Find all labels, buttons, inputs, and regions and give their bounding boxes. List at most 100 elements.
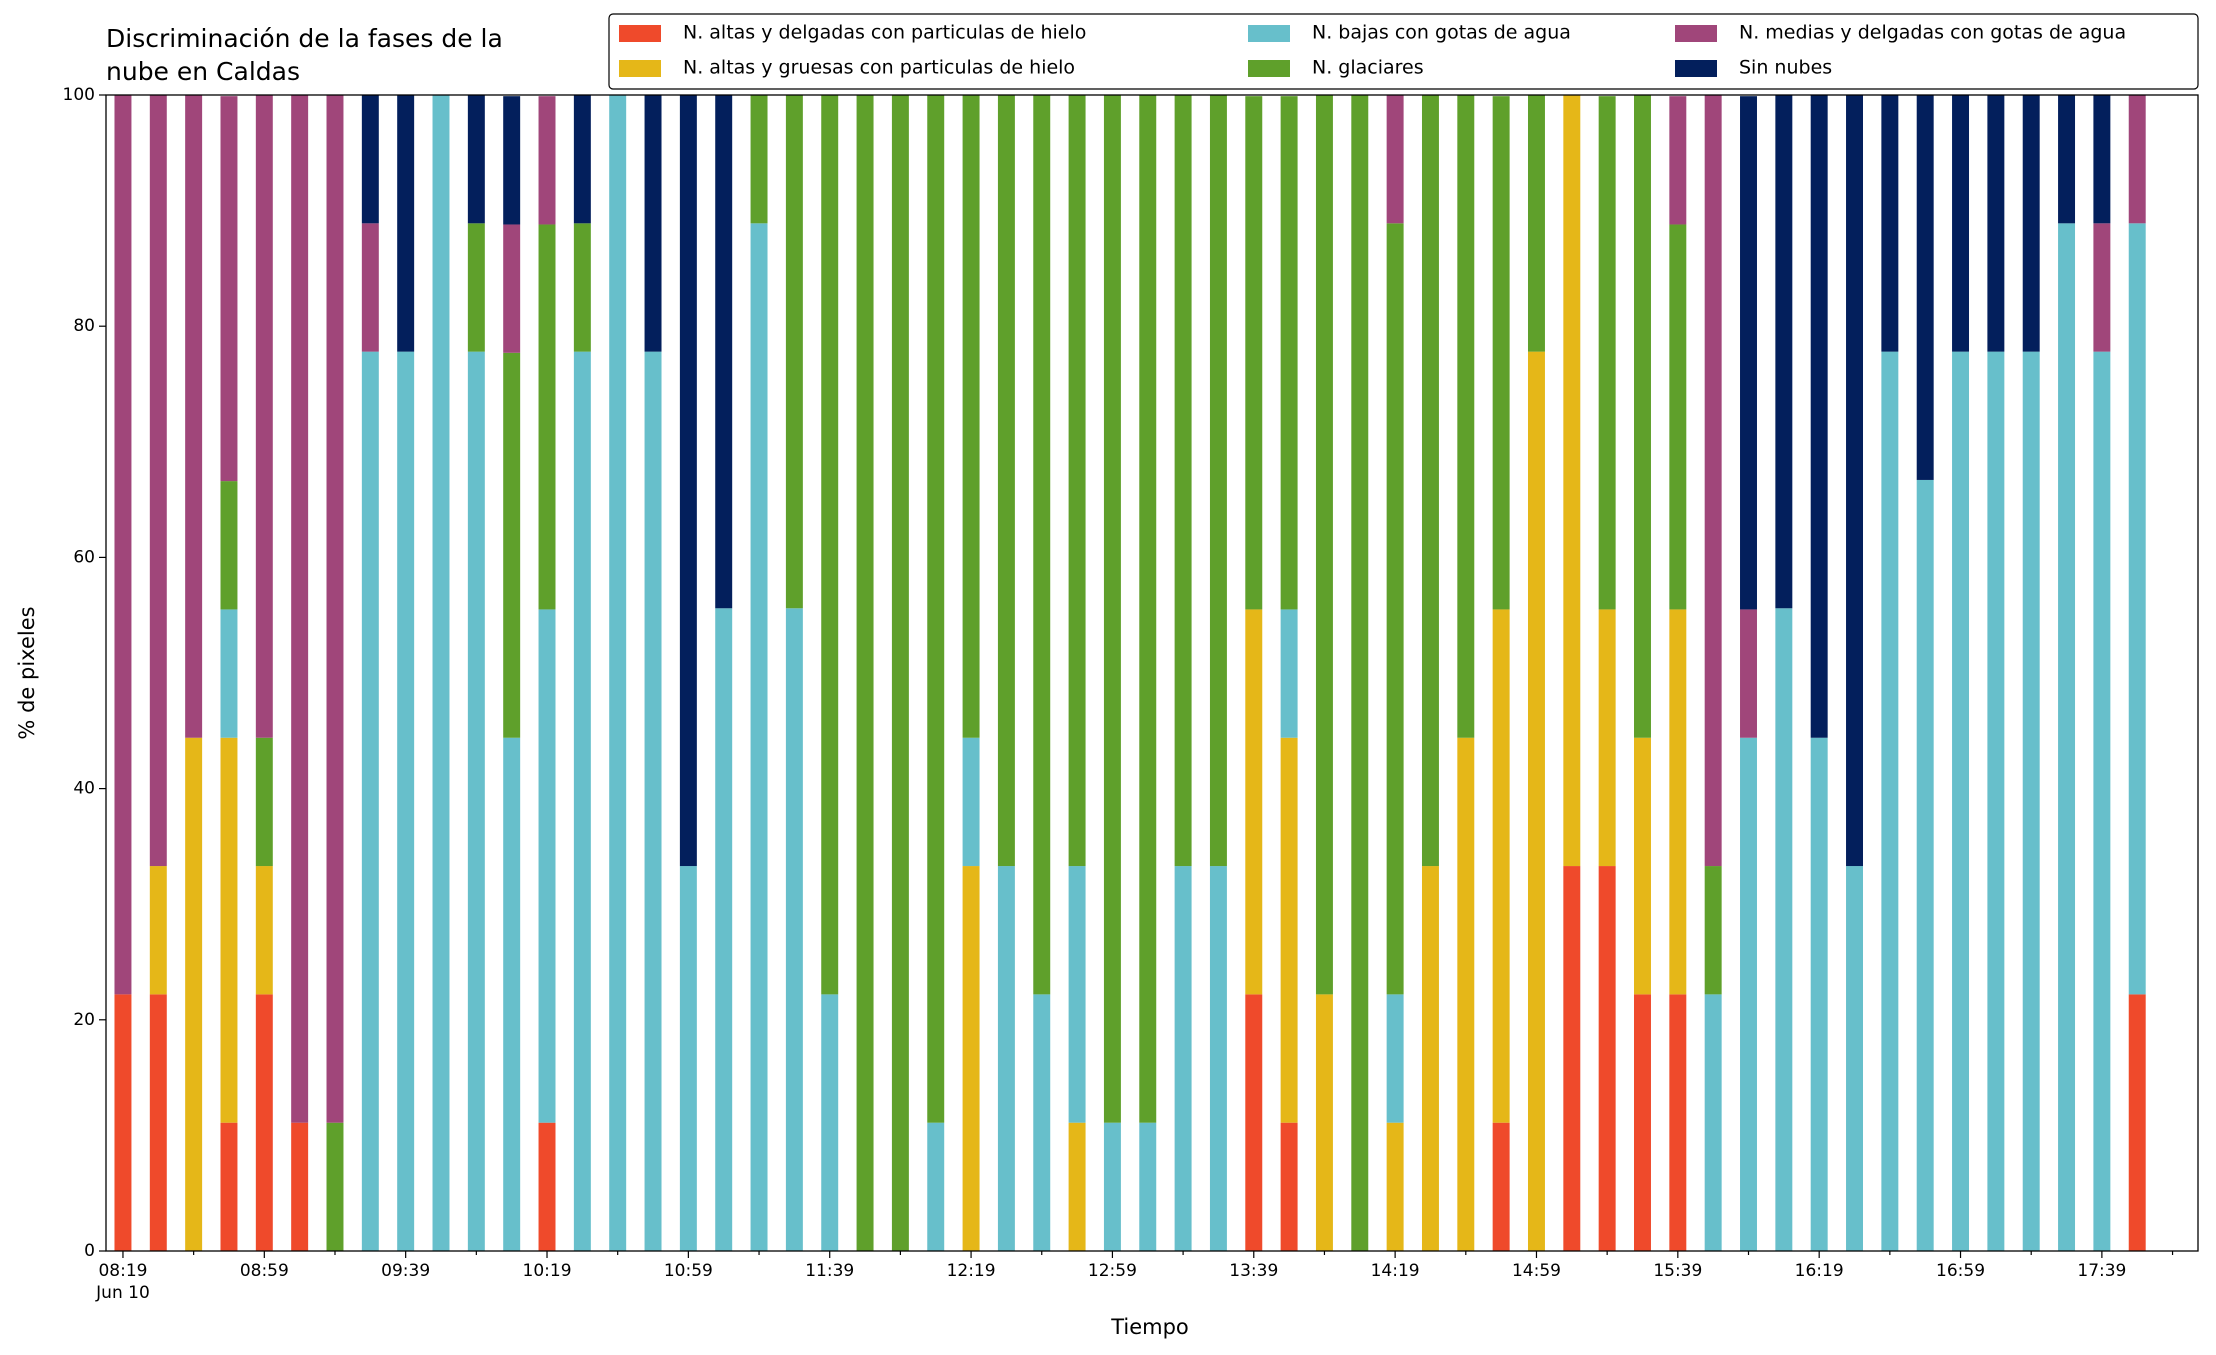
bar-segment: [220, 737, 238, 1123]
bar-segment: [785, 95, 803, 609]
bar-segment: [2022, 351, 2040, 1252]
bar-segment: [1386, 994, 1404, 1123]
legend-swatch: [619, 60, 661, 77]
bar-segment: [1492, 609, 1510, 1123]
bar-segment: [1740, 609, 1757, 738]
bar-segment: [679, 866, 697, 1251]
chart-title: Discriminación de la fases de la nube en …: [106, 24, 503, 86]
bar-segment: [2093, 351, 2111, 1252]
bar-segment: [997, 866, 1015, 1251]
bar-segment: [538, 96, 556, 225]
legend-label: N. altas y delgadas con particulas de hi…: [683, 22, 1086, 44]
bar-segment: [2128, 95, 2146, 224]
bar-segment: [856, 95, 874, 1251]
x-tick-label: 14:19: [1371, 1261, 1420, 1281]
bar-segment: [1775, 95, 1793, 609]
legend-swatch: [1248, 60, 1290, 77]
bar-segment: [220, 1122, 238, 1251]
bar-segment: [715, 608, 733, 1251]
bar-segment: [503, 96, 521, 225]
bar-segment: [1740, 96, 1757, 610]
bar-segment: [149, 95, 167, 867]
bar-segment: [1881, 95, 1899, 352]
bar-segment: [1810, 95, 1828, 738]
bar-segment: [679, 95, 697, 867]
bar-segment: [1775, 608, 1793, 1251]
bar-segment: [1492, 96, 1510, 610]
bar-segment: [1916, 479, 1934, 1251]
bar-segment: [1704, 994, 1722, 1251]
bar-segment: [538, 609, 556, 1123]
bar-segment: [1457, 737, 1475, 1251]
bar-segment: [1881, 351, 1899, 1252]
bar-segment: [1704, 866, 1722, 995]
bar-segment: [821, 95, 839, 995]
bar-segment: [220, 96, 238, 482]
bar-segment: [291, 1122, 309, 1251]
x-tick-label: 11:39: [805, 1261, 854, 1281]
legend-swatch: [1675, 25, 1717, 42]
bar-segment: [1033, 95, 1051, 995]
bar-segment: [1846, 95, 1863, 867]
bar-segment: [1527, 95, 1545, 352]
bar-segment: [538, 1122, 556, 1251]
bar-segment: [1669, 224, 1687, 610]
bar-segment: [1634, 737, 1651, 995]
y-tick-label: 0: [84, 1241, 95, 1261]
bar-segment: [1846, 866, 1863, 1251]
bar-segment: [326, 1122, 344, 1251]
bar-segment: [149, 866, 167, 995]
bar-segment: [1386, 95, 1404, 224]
bar-segment: [538, 224, 556, 610]
bar-segment: [1280, 737, 1298, 1123]
legend-swatch: [619, 25, 661, 42]
bar-segment: [1139, 95, 1157, 1123]
bar-segment: [1315, 994, 1333, 1251]
legend-box: [608, 13, 2199, 90]
bar-segment: [503, 352, 521, 738]
bar-segment: [503, 224, 521, 353]
bar-segment: [1987, 95, 2005, 352]
x-tick-label: 17:39: [2077, 1261, 2126, 1281]
y-tick-label: 80: [73, 316, 95, 336]
bar-segment: [1245, 609, 1263, 995]
bar-segment: [644, 351, 662, 1252]
bar-segment: [255, 95, 273, 738]
bar-segment: [503, 737, 521, 1251]
bar-segment: [2058, 223, 2076, 1251]
bar-segment: [220, 609, 238, 738]
bar-segment: [185, 737, 203, 1251]
x-tick-label: 09:39: [381, 1261, 430, 1281]
bar-segment: [1810, 737, 1828, 1251]
bar-segment: [467, 223, 485, 352]
bar-segment: [361, 223, 379, 352]
bar-segment: [1457, 95, 1475, 738]
x-tick-label: 08:19 Jun 10: [95, 1261, 150, 1303]
bar-segment: [1527, 351, 1545, 1252]
y-tick-label: 60: [73, 547, 95, 567]
bar-segment: [114, 994, 132, 1251]
bar-segment: [185, 95, 203, 738]
bar-segment: [750, 223, 768, 1251]
bar-segment: [361, 351, 379, 1252]
bar-segment: [1068, 1122, 1086, 1251]
x-axis-label: Tiempo: [1110, 1315, 1189, 1339]
bar-segment: [1492, 1122, 1510, 1251]
x-tick-label: 12:19: [947, 1261, 996, 1281]
bar-segment: [361, 95, 379, 224]
bar-segment: [715, 95, 733, 609]
legend-label: N. altas y gruesas con particulas de hie…: [683, 57, 1075, 79]
bar-segment: [397, 351, 415, 1252]
y-tick-label: 40: [73, 779, 95, 799]
bar-segment: [785, 608, 803, 1251]
bar-segment: [1669, 994, 1687, 1251]
bar-segment: [750, 95, 768, 224]
bar-segment: [573, 223, 591, 352]
bar-segment: [1598, 609, 1616, 867]
bar-segment: [432, 95, 450, 1251]
bar-segment: [962, 737, 980, 867]
bar-segment: [397, 95, 415, 352]
bar-segment: [1916, 95, 1934, 480]
bar-segment: [467, 351, 485, 1252]
x-tick-label: 08:59: [240, 1261, 289, 1281]
